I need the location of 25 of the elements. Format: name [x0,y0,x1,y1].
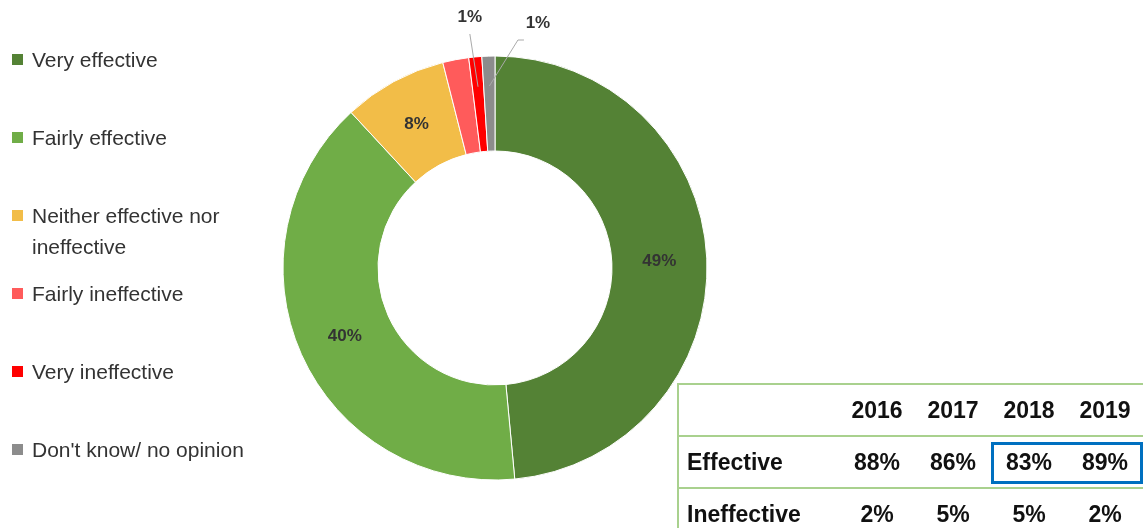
x-tick-label: 2018 [991,383,1067,435]
data-label: 88% [839,435,915,487]
data-label: 5% [915,487,991,528]
data-label: 89% [1067,435,1143,487]
data-label: 40% [327,325,362,345]
y-tick-label: Ineffective [677,487,839,528]
data-label: 2% [1067,487,1143,528]
data-label: 1% [457,7,483,26]
data-label: 8% [404,113,429,133]
legend-label: Fairly effective [32,125,167,151]
y-tick-label: Effective [677,435,839,487]
x-tick-label: 2019 [1067,383,1143,435]
x-tick-label: 2016 [839,383,915,435]
x-tick-label: 2017 [915,383,991,435]
data-label: 1% [525,13,551,32]
legend-label: Very effective [32,47,158,73]
legend-label: Neither effective nor ineffective [32,203,221,260]
legend-label: Very ineffective [32,359,175,385]
legend-label: Don't know/ no opinion [32,437,244,463]
data-label: 83% [991,435,1067,487]
data-label: 49% [642,250,677,270]
legend-label: Fairly ineffective [32,281,184,307]
data-label: 2% [839,487,915,528]
data-label: 5% [991,487,1067,528]
data-label: 86% [915,435,991,487]
